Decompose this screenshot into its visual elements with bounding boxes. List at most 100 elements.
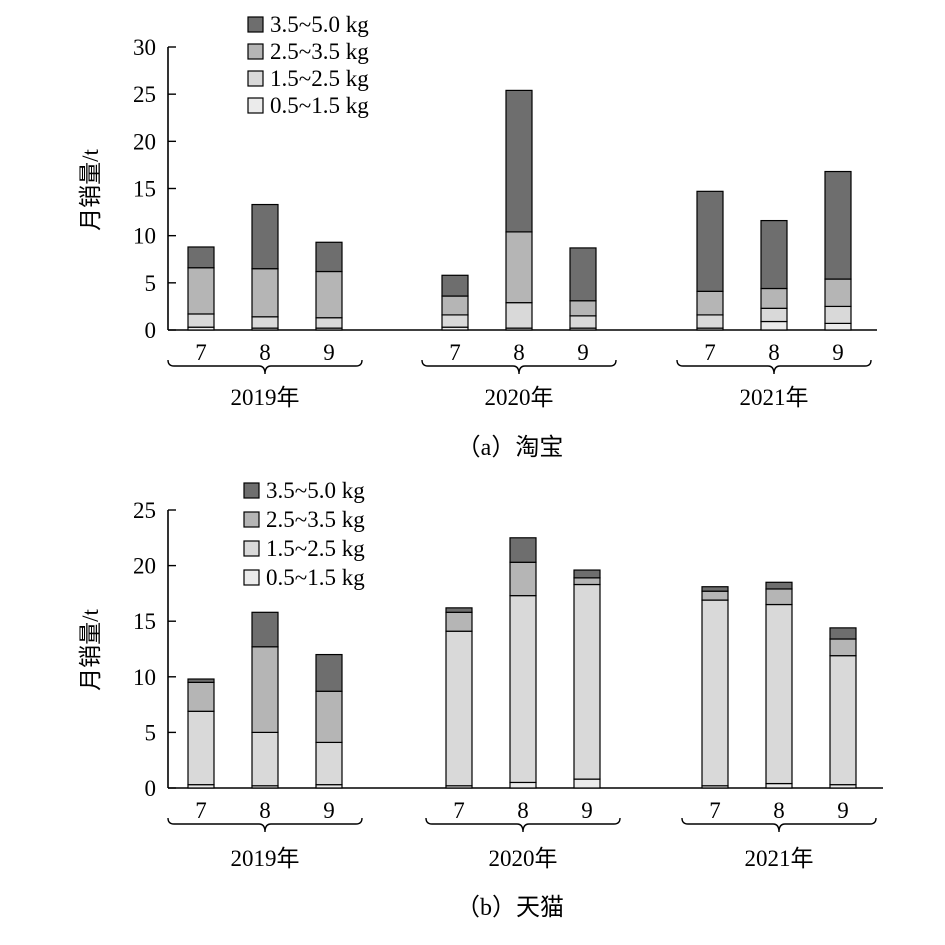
x-tick-label: 7 xyxy=(195,340,207,365)
y-tick-label: 25 xyxy=(133,498,156,523)
bar-segment xyxy=(569,300,597,317)
bar-segment xyxy=(251,203,279,270)
legend-label: 2.5~3.5 kg xyxy=(266,507,365,532)
group-brace xyxy=(167,359,363,375)
bar-segment xyxy=(445,611,473,632)
bar-segment xyxy=(251,611,279,648)
bar-segment xyxy=(573,569,601,579)
bar-segment xyxy=(315,741,343,786)
bar-segment xyxy=(696,290,724,316)
chart-caption: （b）天猫 xyxy=(456,894,564,921)
bar-segment xyxy=(505,231,533,304)
legend-swatch xyxy=(247,16,264,33)
group-label: 2021年 xyxy=(745,846,814,871)
bar-segment xyxy=(701,586,729,592)
legend-label: 0.5~1.5 kg xyxy=(270,93,369,118)
y-tick-label: 10 xyxy=(133,224,156,249)
y-tick-label: 5 xyxy=(145,271,157,296)
bar-segment xyxy=(187,678,215,683)
x-tick-label: 8 xyxy=(513,340,525,365)
y-tick-label: 0 xyxy=(145,318,157,343)
x-tick-label: 7 xyxy=(704,340,716,365)
bar-segment xyxy=(187,267,215,315)
chart-panel-1: 0 5 10 15 20 25 月销量/t 7 8 9 2019年 7 8 9 2020年 7 8 9 2021年 3… xyxy=(78,478,883,921)
bar-segment xyxy=(760,307,788,323)
legend-label: 1.5~2.5 kg xyxy=(266,536,365,561)
x-tick-label: 9 xyxy=(832,340,844,365)
group-brace xyxy=(421,359,617,375)
legend-label: 0.5~1.5 kg xyxy=(266,565,365,590)
x-tick-label: 8 xyxy=(259,340,271,365)
group-label: 2021年 xyxy=(740,385,809,410)
x-tick-label: 9 xyxy=(323,798,335,823)
bar-segment xyxy=(696,190,724,292)
group-brace xyxy=(676,359,872,375)
bar-segment xyxy=(441,274,469,297)
bar-segment xyxy=(696,314,724,329)
bar-segment xyxy=(569,315,597,329)
bar-segment xyxy=(315,241,343,273)
bar-segment xyxy=(505,89,533,233)
legend-label: 2.5~3.5 kg xyxy=(270,39,369,64)
y-tick-label: 0 xyxy=(145,776,157,801)
legend-label: 3.5~5.0 kg xyxy=(270,12,369,37)
legend-swatch xyxy=(247,70,264,87)
x-tick-label: 7 xyxy=(449,340,461,365)
bar-segment xyxy=(760,219,788,290)
legend-label: 1.5~2.5 kg xyxy=(270,66,369,91)
group-brace xyxy=(681,817,877,833)
bar-segment xyxy=(829,638,857,657)
y-axis-label: 月销量/t xyxy=(78,149,103,231)
bar-segment xyxy=(251,316,279,329)
x-tick-label: 9 xyxy=(577,340,589,365)
bar-segment xyxy=(441,295,469,316)
bar-segment xyxy=(187,710,215,786)
x-tick-label: 9 xyxy=(323,340,335,365)
legend-swatch xyxy=(243,540,260,557)
bar-segment xyxy=(573,577,601,586)
bar-segment xyxy=(509,561,537,597)
x-tick-label: 8 xyxy=(517,798,529,823)
bar-segment xyxy=(315,653,343,692)
x-tick-label: 9 xyxy=(581,798,593,823)
bar-segment xyxy=(187,313,215,328)
y-tick-label: 20 xyxy=(133,554,156,579)
bar-segment xyxy=(187,246,215,269)
x-tick-label: 9 xyxy=(837,798,849,823)
chart-caption: （a）淘宝 xyxy=(457,434,564,461)
group-label: 2019年 xyxy=(231,846,300,871)
bar-segment xyxy=(441,314,469,328)
bar-segment xyxy=(509,595,537,784)
bar-segment xyxy=(824,305,852,324)
bar-segment xyxy=(829,627,857,640)
bar-segment xyxy=(760,287,788,309)
y-tick-label: 20 xyxy=(133,129,156,154)
bar-segment xyxy=(251,646,279,734)
legend-swatch xyxy=(247,97,264,114)
y-axis-label: 月销量/t xyxy=(78,609,103,691)
bar-segment xyxy=(765,603,793,785)
bar-segment xyxy=(829,655,857,786)
bar-segment xyxy=(315,317,343,329)
bar-segment xyxy=(187,681,215,712)
x-tick-label: 8 xyxy=(773,798,785,823)
x-tick-label: 8 xyxy=(768,340,780,365)
bar-segment xyxy=(573,583,601,780)
x-tick-label: 7 xyxy=(195,798,207,823)
bar-segment xyxy=(765,782,793,789)
y-tick-label: 5 xyxy=(145,720,157,745)
bar-segment xyxy=(251,268,279,318)
y-tick-label: 25 xyxy=(133,82,156,107)
legend-label: 3.5~5.0 kg xyxy=(266,478,365,503)
x-tick-label: 8 xyxy=(259,798,271,823)
legend-swatch xyxy=(243,482,260,499)
bar-segment xyxy=(505,302,533,329)
y-tick-label: 15 xyxy=(133,177,156,202)
bar-segment xyxy=(824,322,852,331)
bar-segment xyxy=(824,170,852,280)
group-brace xyxy=(425,817,621,833)
bar-segment xyxy=(315,690,343,744)
bar-segment xyxy=(573,778,601,789)
legend-swatch xyxy=(247,43,264,60)
bar-segment xyxy=(251,731,279,787)
